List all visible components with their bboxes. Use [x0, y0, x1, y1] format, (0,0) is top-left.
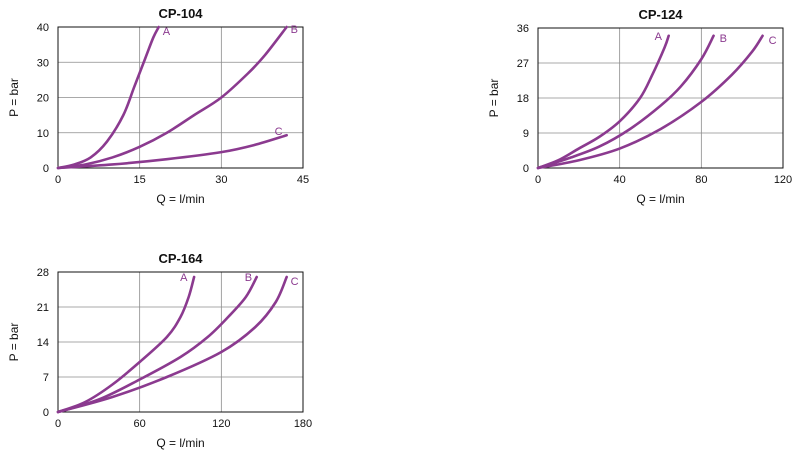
chart-1-y-tick-label: 20 [37, 93, 49, 105]
chart-3-plot-frame [57, 271, 304, 413]
chart-3-y-tick-label: 0 [43, 407, 49, 419]
chart-3-series-c-label: C [291, 276, 299, 288]
chart-2-series-a-label: A [655, 31, 663, 43]
chart-3-series-c-line [56, 275, 288, 414]
chart-3-y-tick-label: 21 [37, 302, 49, 314]
chart-2-title: CP-124 [638, 7, 683, 22]
chart-2-x-axis-label: Q = l/min [636, 192, 684, 206]
chart-3-x-axis-label: Q = l/min [156, 436, 204, 450]
chart-2-y-tick-label: 18 [517, 93, 529, 105]
chart-3-x-tick-label: 180 [294, 418, 312, 430]
chart-2-x-tick-label: 120 [774, 174, 792, 186]
chart-2-y-axis-label: P = bar [487, 79, 501, 118]
chart-3-series-a-label: A [180, 272, 188, 284]
chart-3-x-tick-label: 120 [212, 418, 230, 430]
chart-2-series-c-line [536, 34, 764, 170]
chart-2-y-tick-label: 0 [523, 163, 529, 175]
chart-2-x-tick-label: 0 [535, 174, 541, 186]
chart-1-plot-frame [57, 26, 304, 169]
chart-1-series-b-line [56, 25, 288, 170]
chart-1-x-axis-label: Q = l/min [156, 192, 204, 206]
chart-1-title: CP-104 [158, 6, 203, 21]
chart-2-series-b-label: B [720, 33, 727, 45]
chart-1-series-b-label: B [291, 24, 298, 36]
chart-1-series-a-line [56, 25, 161, 170]
chart-1-y-tick-label: 30 [37, 57, 49, 69]
chart-1-x-tick-label: 15 [134, 174, 146, 186]
chart-1-y-tick-label: 40 [37, 22, 49, 34]
chart-3-title: CP-164 [158, 251, 203, 266]
chart-1-series-c-label: C [275, 126, 283, 138]
chart-3-series-b-label: B [245, 272, 252, 284]
chart-2-y-tick-label: 9 [523, 128, 529, 140]
chart-3-series-b-line [56, 275, 259, 414]
chart-2-x-tick-label: 40 [614, 174, 626, 186]
chart-3-y-tick-label: 28 [37, 267, 49, 279]
chart-2-series-b-line [536, 34, 715, 170]
chart-1-x-tick-label: 45 [297, 174, 309, 186]
chart-3-y-tick-label: 14 [37, 337, 49, 349]
chart-3-x-tick-label: 60 [134, 418, 146, 430]
chart-2-y-tick-label: 27 [517, 58, 529, 70]
chart-2-series-c-label: C [769, 35, 777, 47]
chart-2-plot-frame [537, 27, 784, 169]
chart-1-y-tick-label: 0 [43, 163, 49, 175]
chart-3-series-a-line [56, 275, 196, 414]
chart-1-series-a-label: A [163, 26, 171, 38]
chart-1-x-tick-label: 0 [55, 174, 61, 186]
chart-1-y-axis-label: P = bar [7, 78, 21, 117]
chart-2-y-tick-label: 36 [517, 23, 529, 35]
chart-3-y-axis-label: P = bar [7, 323, 21, 362]
chart-2-series-a-line [536, 34, 670, 170]
chart-3-y-tick-label: 7 [43, 372, 49, 384]
chart-1-series-c-line [56, 133, 288, 170]
chart-1-x-tick-label: 30 [215, 174, 227, 186]
chart-2-x-tick-label: 80 [695, 174, 707, 186]
chart-1-y-tick-label: 10 [37, 128, 49, 140]
chart-3-x-tick-label: 0 [55, 418, 61, 430]
